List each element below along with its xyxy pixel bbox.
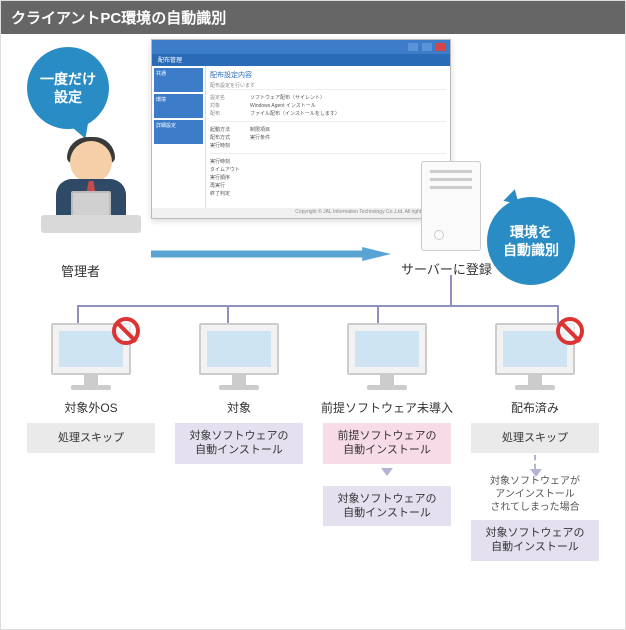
- client-column: 配布済み処理スキップ対象ソフトウェアが アンインストール されてしまった場合対象…: [465, 323, 605, 561]
- client-pc-icon: [342, 323, 432, 393]
- action-box: 処理スキップ: [27, 423, 155, 453]
- client-note: 対象ソフトウェアが アンインストール されてしまった場合: [490, 475, 580, 514]
- client-title: 前提ソフトウェア未導入: [321, 399, 453, 417]
- client-title: 配布済み: [511, 399, 559, 417]
- action-box: 対象ソフトウェアの 自動インストール: [175, 423, 303, 464]
- admin-desk: [41, 215, 141, 233]
- admin-label: 管理者: [61, 261, 100, 280]
- server-icon: [421, 161, 481, 251]
- form-row: 設定名ソフトウェア配布（サイレント）: [210, 94, 446, 101]
- row-val: ソフトウェア配布（サイレント）: [250, 94, 325, 101]
- tree-horizontal: [77, 305, 557, 307]
- row-val: ファイル配布（インストールをします）: [250, 110, 340, 117]
- client-column: 対象外OS 処理スキップ: [21, 323, 161, 561]
- pc-stand: [232, 375, 246, 385]
- arrow-admin-to-server: [151, 247, 391, 261]
- prohibit-icon: [556, 317, 584, 345]
- diagram-canvas: クライアントPC環境の自動識別 一度だけ 設定 管理者 配布管理 共通 環境 詳…: [0, 0, 626, 630]
- toolbar-label: 配布管理: [158, 58, 182, 64]
- sidebar-item[interactable]: 環境: [154, 94, 203, 118]
- section-grid2: 実行時刻 タイムアウト 実行順序 再実行 終了判定: [210, 153, 446, 201]
- row-val: Windows Agent インストール: [250, 102, 316, 109]
- action-box: 対象ソフトウェアの 自動インストール: [471, 520, 599, 561]
- header-title: クライアントPC環境の自動識別: [11, 10, 226, 27]
- client-column: 前提ソフトウェア未導入前提ソフトウェアの 自動インストール対象ソフトウェアの 自…: [317, 323, 457, 561]
- window-sidebar: 共通 環境 詳細設定: [152, 66, 206, 218]
- action-box: 前提ソフトウェアの 自動インストール: [323, 423, 451, 464]
- client-title: 対象: [227, 399, 251, 417]
- grid-cell: 実行時刻: [210, 142, 230, 149]
- bubble-auto-detect: 環境を 自動識別: [487, 197, 575, 285]
- grid-cell: 終了判定: [210, 190, 446, 197]
- grid-col: 起動方法 配布方式 実行時刻: [210, 125, 230, 150]
- grid-cell: 実行順序: [210, 174, 446, 181]
- sidebar-item[interactable]: 詳細設定: [154, 120, 203, 144]
- section-sub: 配布設定を行います: [210, 82, 446, 89]
- pc-stand: [528, 375, 542, 385]
- minimize-icon[interactable]: [408, 43, 418, 51]
- bubble-setup-once: 一度だけ 設定: [27, 47, 109, 129]
- bubble-auto-detect-text: 環境を 自動識別: [503, 223, 559, 259]
- client-pc-icon: [46, 323, 136, 393]
- pc-base: [515, 385, 555, 390]
- header-bar: クライアントPC環境の自動識別: [1, 1, 625, 34]
- client-title: 対象外OS: [64, 399, 117, 417]
- tree-vertical: [450, 275, 452, 305]
- grid-cell: 実行条件: [250, 134, 270, 141]
- grid-col: 制限項目 実行条件: [250, 125, 270, 150]
- pc-base: [219, 385, 259, 390]
- grid-cell: 配布方式: [210, 134, 230, 141]
- admin-head: [70, 141, 112, 183]
- client-column: 対象対象ソフトウェアの 自動インストール: [169, 323, 309, 561]
- sidebar-item[interactable]: 共通: [154, 68, 203, 92]
- bubble-tail: [503, 187, 522, 205]
- admin-figure: [41, 141, 141, 251]
- window-toolbar: 配布管理: [152, 54, 450, 66]
- pc-screen: [199, 323, 279, 375]
- grid-cell: タイムアウト: [210, 166, 446, 173]
- section-grid: 起動方法 配布方式 実行時刻 制限項目 実行条件: [210, 121, 446, 153]
- client-pc-icon: [194, 323, 284, 393]
- pc-screen-inner: [207, 331, 271, 367]
- pc-base: [71, 385, 111, 390]
- window-titlebar: [152, 40, 450, 54]
- grid-cell: 再実行: [210, 182, 446, 189]
- close-icon[interactable]: [436, 43, 446, 51]
- server-label: サーバーに登録: [401, 259, 492, 278]
- clients-row: 対象外OS処理スキップ対象対象ソフトウェアの 自動インストール前提ソフトウェア未…: [1, 323, 625, 561]
- window-footer: Copyright © JAL Information Technology C…: [152, 208, 450, 218]
- pc-screen-inner: [355, 331, 419, 367]
- grid-cell: 実行時刻: [210, 158, 446, 165]
- client-pc-icon: [490, 323, 580, 393]
- window-main: 配布設定内容 配布設定を行います 設定名ソフトウェア配布（サイレント） 対象Wi…: [206, 66, 450, 218]
- row-key: 対象: [210, 102, 250, 109]
- action-box: 処理スキップ: [471, 423, 599, 453]
- section-title: 配布設定内容: [210, 70, 446, 80]
- action-box: 対象ソフトウェアの 自動インストール: [323, 486, 451, 527]
- prohibit-icon: [112, 317, 140, 345]
- form-row: 配布ファイル配布（インストールをします）: [210, 110, 446, 117]
- form-row: 対象Windows Agent インストール: [210, 102, 446, 109]
- window-content: 共通 環境 詳細設定 配布設定内容 配布設定を行います 設定名ソフトウェア配布（…: [152, 66, 450, 218]
- pc-base: [367, 385, 407, 390]
- settings-window: 配布管理 共通 環境 詳細設定 配布設定内容 配布設定を行います 設定名ソフトウ…: [151, 39, 451, 219]
- bubble-setup-once-text: 一度だけ 設定: [40, 70, 96, 106]
- grid-cell: 制限項目: [250, 126, 270, 133]
- flow-arrow-icon: [381, 468, 393, 476]
- row-key: 配布: [210, 110, 250, 117]
- section-rows: 設定名ソフトウェア配布（サイレント） 対象Windows Agent インストー…: [210, 89, 446, 121]
- pc-screen: [347, 323, 427, 375]
- grid-cell: 起動方法: [210, 126, 230, 133]
- row-key: 設定名: [210, 94, 250, 101]
- pc-stand: [380, 375, 394, 385]
- flow-dashed-arrow-icon: [534, 455, 536, 469]
- maximize-icon[interactable]: [422, 43, 432, 51]
- pc-stand: [84, 375, 98, 385]
